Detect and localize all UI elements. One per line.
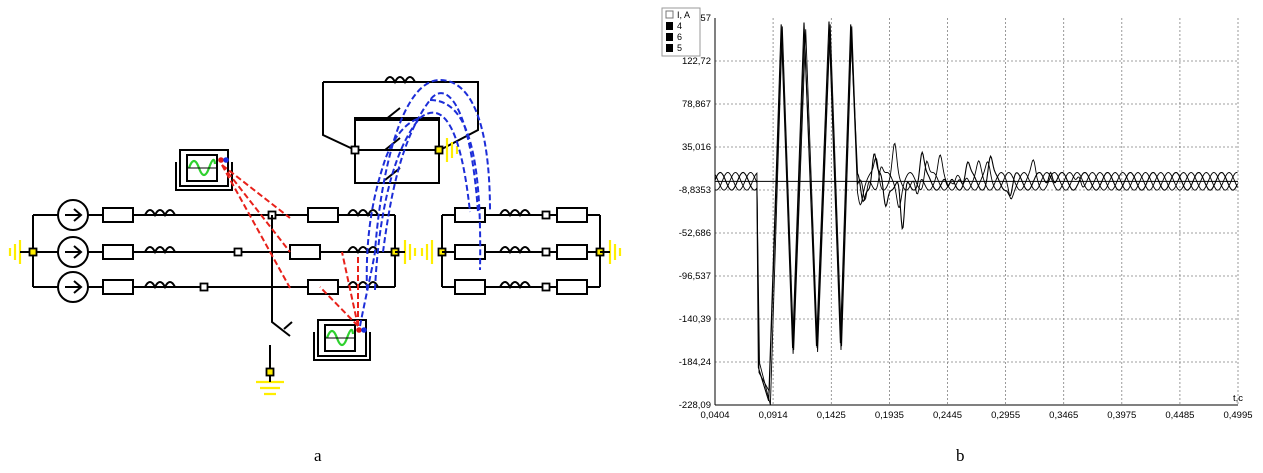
y-tick-label: -52,686	[679, 228, 711, 239]
legend-entry: 6	[677, 32, 682, 42]
red-probe-links	[221, 164, 359, 327]
legend-swatch	[666, 44, 673, 52]
series-line-6	[714, 29, 1238, 393]
y-tick-label: -8,8353	[679, 185, 711, 196]
node-icon	[434, 145, 444, 155]
y-tick-label: 35,016	[682, 142, 711, 153]
x-tick-label: 0,4995	[1223, 410, 1252, 421]
ground-icon	[608, 238, 622, 266]
generator-section	[8, 199, 417, 303]
x-tick-label: 0,1935	[875, 410, 904, 421]
oscilloscope-icon[interactable]	[174, 148, 234, 192]
legend-entry: 5	[677, 43, 682, 53]
y-tick-label: -140,39	[679, 314, 711, 325]
resistor-icon[interactable]	[454, 279, 486, 295]
chart-grid	[715, 18, 1239, 405]
y-tick-label: 122,72	[682, 56, 711, 67]
y-tick-label: -96,537	[679, 271, 711, 282]
x-axis-label: t,c	[1233, 393, 1243, 404]
resistor-icon[interactable]	[307, 279, 339, 295]
legend-entry: 4	[677, 21, 682, 31]
switch-icon[interactable]	[384, 107, 410, 121]
resistor-icon[interactable]	[556, 244, 588, 260]
ground-icon	[8, 238, 22, 266]
resistor-icon[interactable]	[102, 279, 134, 295]
y-tick-label: -184,24	[679, 357, 711, 368]
y-tick-label: 78,867	[682, 99, 711, 110]
series-line-5	[714, 24, 1238, 406]
legend-swatch	[666, 22, 673, 30]
oscilloscope-icon[interactable]	[312, 318, 372, 362]
caption-b: b	[956, 446, 965, 465]
legend-swatch-title	[665, 10, 674, 19]
caption-a: a	[314, 446, 322, 465]
node-icon	[28, 247, 38, 257]
circuit-schematic-panel: a	[8, 76, 622, 465]
fault-branch	[256, 215, 293, 396]
current-source-icon[interactable]	[57, 236, 89, 268]
chart-series	[714, 21, 1239, 406]
node-icon	[233, 247, 243, 257]
blue-probe-links	[359, 78, 491, 327]
ground-icon	[403, 238, 417, 266]
resistor-icon[interactable]	[307, 207, 339, 223]
node-icon	[199, 282, 209, 292]
x-tick-label: 0,2955	[991, 410, 1020, 421]
node-icon	[541, 247, 551, 257]
ground-icon	[256, 376, 284, 396]
x-tick-label: 0,4485	[1165, 410, 1194, 421]
switch-group	[322, 76, 479, 184]
resistor-icon[interactable]	[289, 244, 321, 260]
node-icon	[541, 210, 551, 220]
chart-ticks: 0,0404 0,0914 0,1425 0,1935 0,2445 0,2955 0,34…	[679, 13, 1253, 421]
x-tick-label: 0,2445	[933, 410, 962, 421]
circuit-diagram	[8, 76, 622, 396]
x-tick-label: 0,0404	[700, 410, 729, 421]
current-waveform-panel: 0,0404 0,0914 0,1425 0,1935 0,2445 0,2955 0,34…	[640, 0, 1263, 468]
ground-icon	[420, 238, 434, 266]
node-icon	[350, 145, 360, 155]
current-source-icon[interactable]	[57, 271, 89, 303]
resistor-icon[interactable]	[556, 279, 588, 295]
legend-swatch	[666, 33, 673, 41]
load-section	[420, 207, 622, 295]
current-chart: 0,0404 0,0914 0,1425 0,1935 0,2445 0,2955 0,34…	[661, 7, 1253, 421]
resistor-icon[interactable]	[102, 244, 134, 260]
x-tick-label: 0,3465	[1049, 410, 1078, 421]
current-source-icon[interactable]	[57, 199, 89, 231]
x-tick-label: 0,3975	[1107, 410, 1136, 421]
resistor-icon[interactable]	[556, 207, 588, 223]
y-tick-label: -228,09	[679, 400, 711, 411]
node-icon	[541, 282, 551, 292]
x-tick-label: 0,1425	[817, 410, 846, 421]
legend-title: I, A	[677, 10, 690, 20]
resistor-icon[interactable]	[102, 207, 134, 223]
node-icon	[265, 367, 275, 377]
x-tick-label: 0,0914	[759, 410, 788, 421]
